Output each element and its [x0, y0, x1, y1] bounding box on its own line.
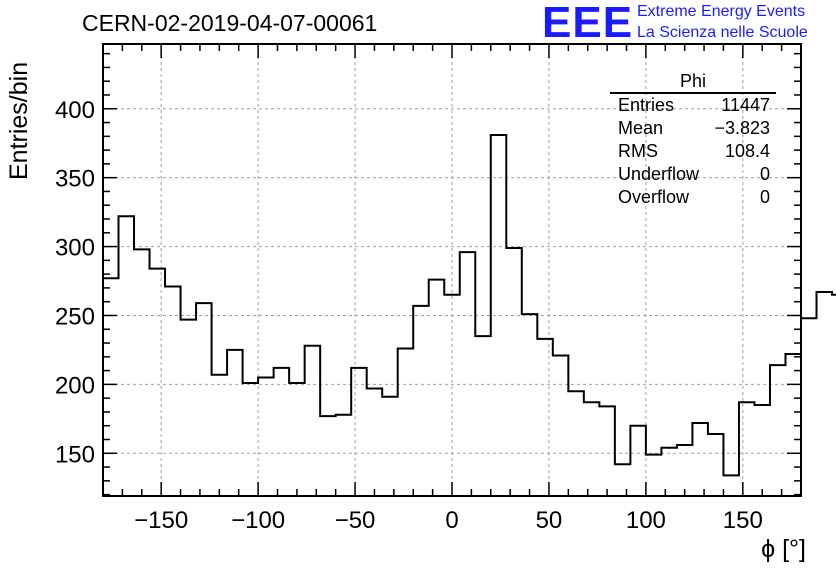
y-tick-label: 350 — [55, 166, 95, 193]
plot-frame — [102, 43, 802, 497]
x-tick-label: 100 — [626, 507, 666, 534]
x-tick-label: −150 — [134, 507, 188, 534]
stats-value: 108.4 — [724, 141, 770, 161]
stats-box: Phi Entries 11447 Mean −3.823 RMS 108.4 … — [610, 70, 776, 209]
logo-line-1: Extreme Energy Events — [637, 3, 806, 20]
axis-ticks: −150 −100 −50 0 50 100 150 150 200 250 300 350 400 — [55, 44, 802, 534]
histogram-line — [103, 133, 836, 477]
stats-value: 11447 — [721, 95, 770, 115]
stats-row-underflow: Underflow 0 — [610, 163, 776, 186]
stats-value: −3.823 — [714, 118, 770, 138]
y-tick-label: 200 — [55, 372, 95, 399]
y-tick-label: 300 — [55, 235, 95, 262]
logo-line-2: La Scienza nelle Scuole — [637, 24, 808, 41]
x-tick-label: 50 — [536, 507, 563, 534]
x-tick-label: 150 — [723, 507, 763, 534]
y-tick-label: 250 — [55, 303, 95, 330]
stats-row-entries: Entries 11447 — [610, 94, 776, 117]
stats-label: Underflow — [618, 164, 700, 184]
stats-value: 0 — [759, 187, 770, 207]
chart-title: CERN-02-2019-04-07-00061 — [82, 10, 378, 36]
stats-label: Mean — [618, 118, 664, 138]
stats-header: Phi — [610, 70, 776, 94]
y-tick-label: 150 — [55, 441, 95, 468]
stats-label: RMS — [618, 141, 658, 161]
y-tick-label: 400 — [55, 97, 95, 124]
grid-lines — [103, 44, 801, 496]
x-tick-label: −100 — [231, 507, 285, 534]
stats-label: Entries — [618, 95, 675, 115]
stats-label: Overflow — [618, 187, 690, 207]
x-axis-label: ϕ [°] — [761, 535, 806, 563]
stats-row-rms: RMS 108.4 — [610, 140, 776, 163]
stats-row-overflow: Overflow 0 — [610, 186, 776, 209]
stats-value: 0 — [759, 164, 770, 184]
y-axis-label: Entries/bin — [5, 61, 33, 180]
x-tick-label: −50 — [335, 507, 376, 534]
eee-logo: EEE — [542, 0, 634, 47]
stats-row-mean: Mean −3.823 — [610, 117, 776, 140]
x-tick-label: 0 — [445, 507, 458, 534]
